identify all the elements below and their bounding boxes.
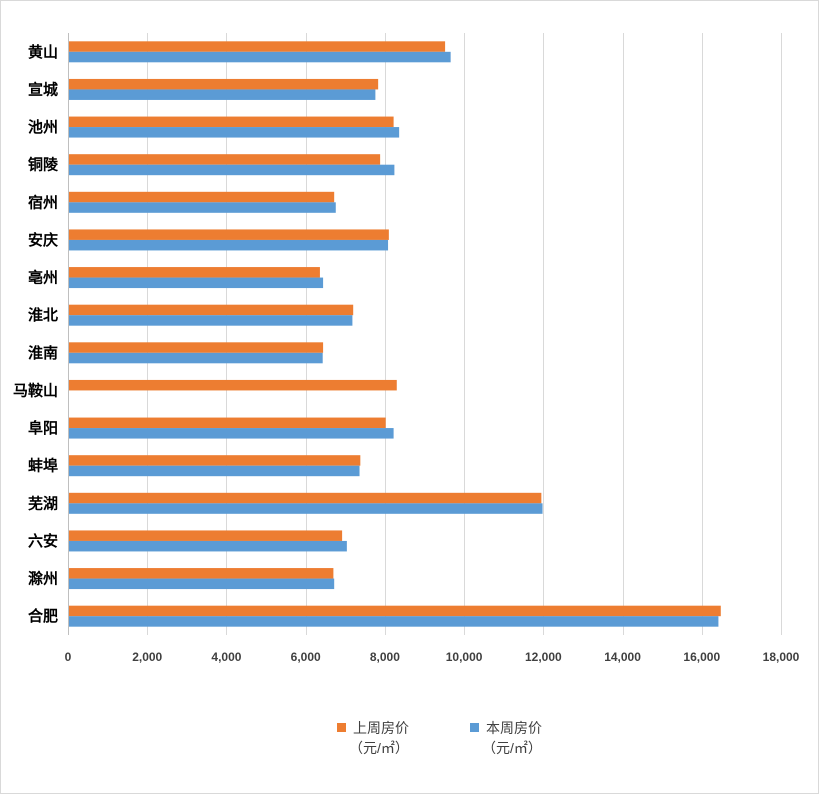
x-tick-label: 0 (65, 650, 72, 664)
bar-this-week (68, 540, 347, 552)
category-label: 淮北 (28, 306, 58, 324)
tick-labels: 0 2,000 4,000 6,000 8,000 10,000 12,000 14,000 1… (65, 650, 800, 664)
bar-this-week (68, 315, 353, 326)
bar-this-week (68, 202, 336, 213)
bars (68, 41, 721, 627)
x-tick-label: 4,000 (211, 650, 241, 664)
legend-unit-last-week: （元/㎡） (349, 740, 409, 756)
bar-last-week (68, 530, 343, 541)
bar-last-week (68, 605, 721, 617)
category-label: 安庆 (28, 231, 58, 249)
bar-this-week (68, 239, 389, 251)
bar-this-week (68, 503, 543, 514)
bar-last-week (68, 568, 334, 579)
bar-this-week (68, 89, 376, 100)
bar-this-week (68, 277, 324, 289)
category-label: 蚌埠 (28, 457, 58, 475)
bar-this-week (68, 164, 395, 176)
bar-this-week (68, 51, 451, 63)
x-tick-label: 16,000 (683, 650, 720, 664)
category-label: 池州 (28, 118, 58, 136)
category-label: 铜陵 (28, 156, 59, 174)
x-tick-label: 8,000 (370, 650, 400, 664)
x-tick-label: 6,000 (291, 650, 321, 664)
category-label: 宣城 (28, 80, 58, 98)
x-tick-label: 18,000 (763, 650, 800, 664)
bar-last-week (68, 267, 320, 278)
category-label: 淮南 (28, 344, 58, 362)
bar-last-week (68, 455, 361, 466)
bar-last-week (68, 116, 394, 128)
category-label: 黄山 (28, 43, 58, 61)
x-tick-label: 2,000 (132, 650, 162, 664)
x-tick-label: 12,000 (525, 650, 562, 664)
bar-last-week (68, 78, 379, 90)
bar-last-week (68, 304, 354, 316)
category-label: 合肥 (27, 607, 58, 625)
category-label: 六安 (28, 532, 58, 550)
bar-last-week (68, 154, 381, 165)
category-label: 阜阳 (28, 419, 58, 437)
category-label: 宿州 (28, 193, 58, 211)
legend-swatch-this-week (470, 723, 479, 732)
category-label: 芜湖 (28, 494, 58, 512)
bar-last-week (68, 342, 324, 353)
bar-last-week (68, 229, 389, 240)
category-label: 亳州 (28, 269, 58, 287)
legend: 上周房价 （元/㎡） 本周房价 （元/㎡） (337, 720, 542, 756)
bar-last-week (68, 492, 542, 504)
bar-last-week (68, 41, 446, 52)
legend-unit-this-week: （元/㎡） (482, 740, 542, 756)
x-tick-label: 10,000 (446, 650, 483, 664)
legend-swatch-last-week (337, 723, 346, 732)
category-label: 马鞍山 (13, 381, 58, 399)
x-tick-label: 14,000 (604, 650, 641, 664)
category-label: 滁州 (28, 570, 58, 588)
bar-this-week (68, 616, 719, 627)
legend-label-last-week: 上周房价 (353, 720, 409, 736)
bar-this-week (68, 352, 323, 364)
bar-last-week (68, 417, 386, 429)
bar-this-week (68, 578, 335, 590)
legend-label-this-week: 本周房价 (486, 720, 542, 736)
bar-this-week (68, 428, 394, 439)
bar-last-week (68, 379, 397, 391)
bar-last-week (68, 191, 335, 203)
bar-this-week (68, 465, 360, 477)
bar-this-week (68, 127, 400, 138)
